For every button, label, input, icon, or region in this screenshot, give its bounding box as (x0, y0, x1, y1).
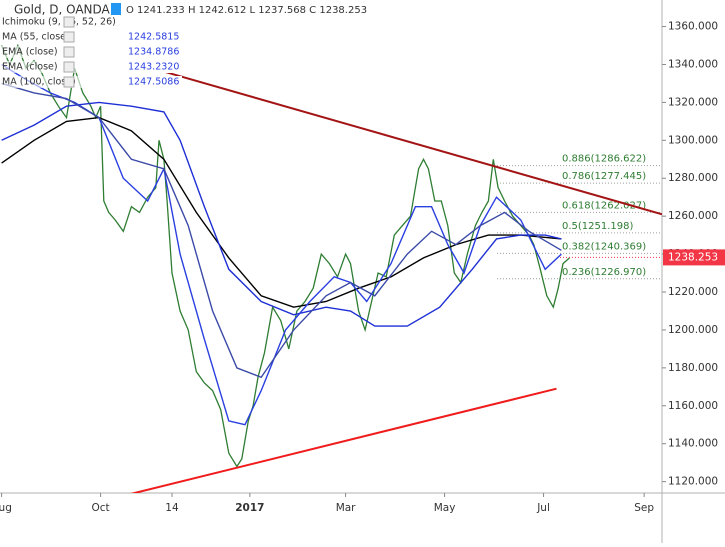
y-tick-label: 1300.000 (668, 134, 718, 146)
y-tick-label: 1140.000 (668, 438, 718, 450)
indicator-eye[interactable] (63, 46, 75, 58)
y-tick-label: 1220.000 (668, 286, 718, 298)
x-tick-label: Sep (634, 502, 654, 514)
indicator-value-bg (126, 61, 182, 73)
trendline (158, 69, 662, 216)
legend-bg (0, 46, 122, 58)
y-tick-label: 1280.000 (668, 172, 718, 184)
indicator-name: EMA (close) (2, 62, 58, 73)
ma-line (1, 82, 562, 379)
fib-label: 0.786(1277.445) (562, 171, 646, 182)
y-tick-label: 1160.000 (668, 400, 718, 412)
y-tick-label: 1360.000 (668, 21, 718, 33)
indicator-eye[interactable] (63, 16, 75, 28)
last-price-label: 1238.253 (668, 251, 718, 263)
plot-layer: 0.886(1286.622) 0.786(1277.445) 0.618(1262… (1, 43, 662, 493)
fib-label: 0.236(1226.970) (562, 267, 646, 278)
x-tick-label: Aug (0, 502, 12, 514)
legend-bg (0, 61, 122, 73)
indicator-name: Ichimoku (9, 26, 52, 26) (2, 17, 116, 28)
y-tick-label: 1200.000 (668, 324, 718, 336)
y-tick-label: 1320.000 (668, 96, 718, 108)
x-tick-label: Oct (92, 502, 110, 514)
legend-bg (0, 31, 122, 43)
ma-line (1, 63, 562, 426)
y-tick-label: 1180.000 (668, 362, 718, 374)
x-tick-label: Mar (336, 502, 356, 514)
indicator-value-bg (126, 76, 182, 88)
indicator-eye[interactable] (63, 76, 75, 88)
legend-bg (0, 16, 122, 28)
x-tick-label: 2017 (235, 502, 264, 514)
last-price-box (663, 249, 725, 266)
indicator-value: 1243.2320 (128, 62, 179, 73)
fib-label: 0.618(1262.027) (562, 200, 646, 211)
indicator-value: 1234.8786 (128, 47, 179, 58)
y-tick-label: 1260.000 (668, 210, 718, 222)
y-tick-label: 1120.000 (668, 476, 718, 488)
price-line (1, 43, 570, 468)
chart-title: Gold, D, OANDA (14, 3, 111, 17)
x-tick-label: Jul (536, 502, 550, 514)
fib-label: 0.5(1251.198) (562, 221, 634, 232)
indicator-name: MA (55, close) (2, 32, 70, 43)
indicator-value: 1247.5086 (128, 77, 179, 88)
x-tick-label: May (434, 502, 456, 514)
ma-line (1, 101, 562, 327)
indicator-value-bg (126, 46, 182, 58)
indicator-name: MA (100, close) (2, 77, 76, 88)
fib-label: 0.382(1240.369) (562, 241, 646, 252)
trendline (130, 387, 557, 493)
indicator-value-bg (126, 31, 182, 43)
indicator-eye[interactable] (63, 31, 75, 43)
indicator-name: EMA (close) (2, 47, 58, 58)
fib-label: 0.886(1286.622) (562, 154, 646, 165)
ma-line (1, 116, 562, 308)
indicator-eye[interactable] (63, 61, 75, 73)
indicator-value: 1242.5815 (128, 32, 179, 43)
ohlc-text: O 1241.233 H 1242.612 L 1237.568 C 1238.… (126, 5, 367, 16)
settings-icon[interactable] (111, 3, 121, 15)
y-tick-label: 1340.000 (668, 58, 718, 70)
legend-bg (0, 76, 122, 88)
x-tick-label: 14 (165, 502, 179, 514)
